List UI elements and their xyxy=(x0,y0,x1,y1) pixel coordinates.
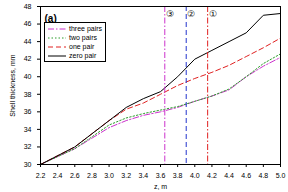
svg-text:①: ① xyxy=(209,9,217,19)
svg-text:4.6: 4.6 xyxy=(241,172,251,179)
svg-text:46: 46 xyxy=(24,20,32,27)
svg-text:42: 42 xyxy=(24,55,32,62)
svg-text:34: 34 xyxy=(24,126,32,133)
html-text:three pairs: three pairs xyxy=(69,25,103,32)
svg-text:3.6: 3.6 xyxy=(156,172,166,179)
svg-text:3.8: 3.8 xyxy=(173,172,183,179)
svg-text:5.0: 5.0 xyxy=(276,172,286,179)
svg-text:36: 36 xyxy=(24,108,32,115)
svg-text:4.2: 4.2 xyxy=(207,172,217,179)
svg-text:4.0: 4.0 xyxy=(190,172,200,179)
svg-text:③: ③ xyxy=(166,9,174,19)
svg-text:(a): (a) xyxy=(44,12,57,24)
html-text:zero pair: zero pair xyxy=(69,52,97,59)
svg-text:3.2: 3.2 xyxy=(121,172,131,179)
svg-text:48: 48 xyxy=(24,3,32,10)
svg-text:z, m: z, m xyxy=(154,183,167,190)
svg-text:38: 38 xyxy=(24,91,32,98)
svg-text:30: 30 xyxy=(24,161,32,168)
svg-text:4.4: 4.4 xyxy=(224,172,234,179)
svg-text:3.0: 3.0 xyxy=(104,172,114,179)
svg-text:2.8: 2.8 xyxy=(87,172,97,179)
svg-text:32: 32 xyxy=(24,143,32,150)
svg-text:②: ② xyxy=(187,9,195,19)
svg-text:2.4: 2.4 xyxy=(53,172,63,179)
svg-text:44: 44 xyxy=(24,38,32,45)
svg-text:2.6: 2.6 xyxy=(70,172,80,179)
html-text:two pairs: two pairs xyxy=(69,34,97,41)
svg-text:Shell thickness, mm: Shell thickness, mm xyxy=(9,54,16,116)
html-text:one pair: one pair xyxy=(69,43,95,50)
svg-text:3.4: 3.4 xyxy=(138,172,148,179)
svg-text:40: 40 xyxy=(24,73,32,80)
svg-text:4.8: 4.8 xyxy=(258,172,268,179)
svg-text:2.2: 2.2 xyxy=(36,172,46,179)
